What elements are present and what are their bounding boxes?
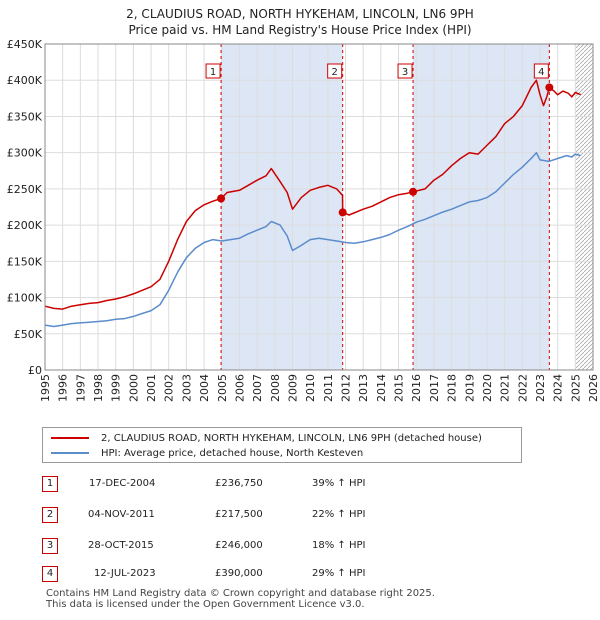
y-tick-label: £250K [7,183,43,196]
sale-label-box [397,63,413,79]
legend-item-hpi: HPI: Average price, detached house, Nort… [51,446,363,460]
legend-swatch-property [51,437,89,439]
legend-item-property: 2, CLAUDIUS ROAD, NORTH HYKEHAM, LINCOLN… [51,431,482,445]
y-tick-label: £350K [7,110,43,123]
sale-price: £236,750 [215,478,263,489]
x-tick-label: 2020 [481,374,494,402]
sale-hpi-change: 39% ↑ HPI [312,478,366,489]
x-tick-label: 2003 [180,374,193,402]
y-tick-label: £150K [7,255,43,268]
y-tick-label: £200K [7,219,43,232]
sale-label-text: 1 [210,67,216,78]
x-tick-label: 2019 [463,374,476,402]
footer-copyright: Contains HM Land Registry data © Crown c… [46,588,435,599]
x-tick-label: 2025 [569,374,582,402]
sale-date: 04-NOV-2011 [88,509,155,520]
x-tick-label: 2002 [163,374,176,402]
x-tick-label: 2006 [233,374,246,402]
sale-date: 28-OCT-2015 [88,540,154,551]
sale-date: 12-JUL-2023 [94,568,156,579]
sale-label-box [205,63,221,79]
x-tick-label: 2023 [534,374,547,402]
y-tick-label: £400K [7,74,43,87]
sale-hpi-change: 29% ↑ HPI [312,568,366,579]
future-hatch-region [575,44,593,370]
sale-price: £246,000 [215,540,263,551]
sale-label-text: 4 [538,67,544,78]
x-tick-label: 2014 [375,374,388,402]
x-tick-label: 1995 [39,374,52,402]
sale-point [338,208,347,217]
sale-row: 4 12-JUL-2023 £390,000 29% ↑ HPI [42,566,562,582]
sale-label-box [533,63,549,79]
x-tick-label: 2012 [340,374,353,402]
x-tick-label: 2007 [251,374,264,402]
chart-title-line2: Price paid vs. HM Land Registry's House … [128,23,472,37]
x-tick-label: 2009 [286,374,299,402]
x-tick-label: 2026 [587,374,600,402]
x-tick-label: 1997 [74,374,87,402]
plot-frame [44,43,594,371]
sale-point [545,83,554,92]
x-tick-label: 2011 [322,374,335,402]
x-tick-label: 2021 [499,374,512,402]
x-tick-label: 2010 [304,374,317,402]
price-chart: 1 2 3 4 £0 £50K £100K £150K £200K £250K £300K £350… [7,38,600,402]
sale-number-box: 4 [42,566,58,582]
sale-number-box: 3 [42,538,58,554]
x-tick-label: 2015 [393,374,406,402]
hpi-line [44,151,581,328]
sale-number-box: 2 [42,507,58,523]
sale-price: £217,500 [215,509,263,520]
y-tick-label: £300K [7,147,43,160]
footer: Contains HM Land Registry data © Crown c… [46,588,435,610]
x-tick-label: 2018 [446,374,459,402]
sale-date: 17-DEC-2004 [89,478,156,489]
sale-label-text: 3 [402,67,408,78]
x-tick-label: 2001 [145,374,158,402]
y-tick-label: £50K [14,328,43,341]
x-tick-label: 2024 [552,374,565,402]
sale-label-box [327,63,343,79]
sale-number-box: 1 [42,476,58,492]
sale-hpi-change: 22% ↑ HPI [312,509,366,520]
x-tick-label: 2017 [428,374,441,402]
legend: 2, CLAUDIUS ROAD, NORTH HYKEHAM, LINCOLN… [42,427,522,463]
sale-row: 1 17-DEC-2004 £236,750 39% ↑ HPI [42,476,562,492]
shaded-period [221,44,343,370]
x-tick-label: 2013 [357,374,370,402]
sale-row: 2 04-NOV-2011 £217,500 22% ↑ HPI [42,507,562,523]
sale-price: £390,000 [215,568,263,579]
property-price-line [44,79,581,310]
legend-swatch-hpi [51,452,89,454]
footer-licence: This data is licensed under the Open Gov… [46,599,365,610]
sale-row: 3 28-OCT-2015 £246,000 18% ↑ HPI [42,538,562,554]
y-tick-label: £450K [7,38,43,51]
sale-point [409,187,418,196]
legend-label-property: 2, CLAUDIUS ROAD, NORTH HYKEHAM, LINCOLN… [101,432,482,444]
x-tick-label: 2008 [269,374,282,402]
sale-hpi-change: 18% ↑ HPI [312,540,366,551]
sale-label-text: 2 [332,67,338,78]
x-tick-label: 1996 [57,374,70,402]
x-tick-label: 2022 [516,374,529,402]
y-tick-label: £0 [28,364,42,377]
x-tick-label: 2004 [198,374,211,402]
y-tick-label: £100K [7,292,43,305]
legend-label-hpi: HPI: Average price, detached house, Nort… [101,447,364,459]
x-tick-label: 2005 [216,374,229,402]
x-tick-label: 2000 [127,374,140,402]
chart-title-line1: 2, CLAUDIUS ROAD, NORTH HYKEHAM, LINCOLN… [126,7,474,21]
x-tick-label: 1998 [92,374,105,402]
sale-point [217,194,226,203]
x-tick-label: 1999 [110,374,123,402]
x-tick-label: 2016 [410,374,423,402]
